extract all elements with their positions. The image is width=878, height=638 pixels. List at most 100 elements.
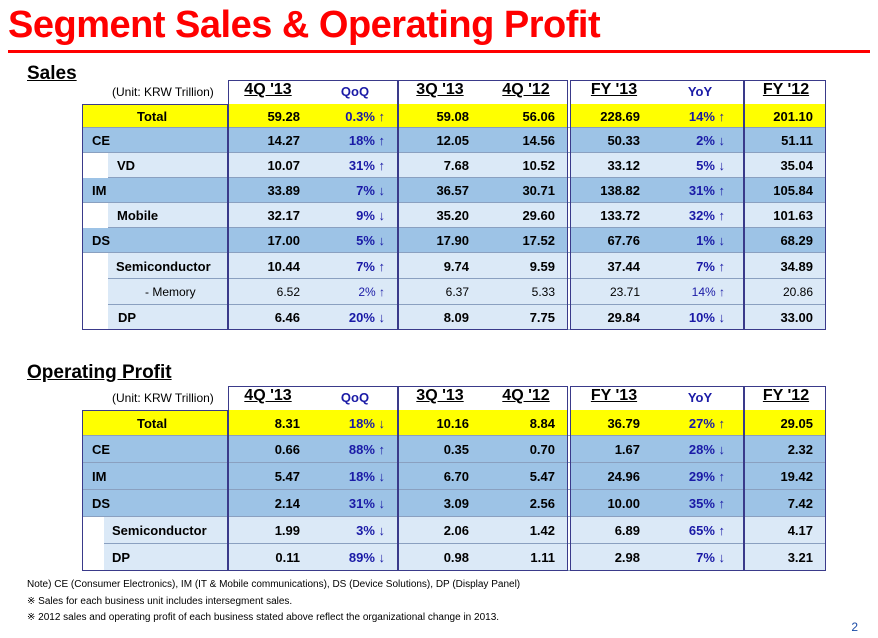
change-cell: 28% ↓: [688, 442, 725, 457]
value-cell: 33.89: [267, 183, 300, 198]
value-cell: 7.68: [443, 158, 469, 173]
change-cell: 35% ↑: [688, 496, 725, 511]
row-value-band: [228, 490, 398, 517]
row-value-band: [570, 279, 744, 305]
change-cell: 20% ↓: [348, 310, 385, 325]
page-number: 2: [851, 620, 858, 634]
value-cell: 201.10: [773, 108, 813, 124]
value-cell: 29.60: [522, 208, 555, 223]
column-group-frame: [744, 80, 826, 330]
row-label: CE: [92, 442, 111, 457]
value-cell: 36.79: [607, 415, 640, 431]
row-label: Total: [137, 415, 168, 431]
row-label: CE: [92, 133, 111, 148]
value-cell: 56.06: [522, 108, 555, 124]
column-header: 4Q '13: [244, 81, 292, 98]
row-label: DS: [92, 233, 111, 248]
row-value-band: [570, 410, 744, 436]
row-value-band: [744, 463, 826, 490]
change-cell: 31% ↓: [348, 496, 385, 511]
value-cell: 19.42: [780, 469, 813, 484]
value-cell: 35.04: [780, 158, 813, 173]
row-value-band: [570, 128, 744, 153]
row-label-band: [108, 279, 228, 305]
row-label: Semiconductor: [112, 523, 207, 538]
row-value-band: [570, 436, 744, 463]
row-value-band: [744, 410, 826, 436]
value-cell: 133.72: [600, 208, 640, 223]
sales-section-title: Sales: [27, 63, 77, 84]
label-column-frame: [82, 104, 228, 330]
column-header: QoQ: [340, 390, 370, 405]
value-cell: 5.33: [531, 284, 555, 299]
row-label: Mobile: [117, 208, 159, 223]
row-value-band: [398, 153, 568, 178]
row-value-band: [228, 544, 398, 571]
row-value-band: [744, 203, 826, 228]
change-cell: 9% ↓: [356, 208, 385, 223]
row-value-band: [228, 279, 398, 305]
row-divider: [82, 202, 826, 203]
page-title: Segment Sales & Operating Profit: [8, 4, 601, 46]
change-cell: 31% ↑: [348, 158, 385, 173]
value-cell: 6.70: [443, 469, 469, 484]
row-value-band: [398, 410, 568, 436]
row-label-band: [104, 544, 228, 571]
value-cell: 17.90: [436, 233, 469, 248]
row-value-band: [570, 517, 744, 544]
value-cell: 0.98: [443, 550, 469, 565]
value-cell: 33.12: [607, 158, 640, 173]
row-label-band: [108, 203, 228, 228]
value-cell: 17.52: [522, 233, 555, 248]
op-section-title: Operating Profit: [27, 362, 172, 383]
change-cell: 27% ↑: [688, 415, 725, 431]
change-cell: 7% ↓: [356, 183, 385, 198]
column-header: YoY: [687, 390, 713, 405]
column-header: YoY: [687, 84, 713, 99]
row-label-band: [108, 253, 228, 279]
column-group-frame: [570, 386, 744, 571]
row-divider: [108, 304, 826, 305]
value-cell: 101.63: [773, 208, 813, 223]
row-value-band: [228, 203, 398, 228]
change-cell: 65% ↑: [688, 523, 725, 538]
change-cell: 7% ↑: [696, 258, 725, 274]
note-line: ※ 2012 sales and operating profit of eac…: [27, 612, 500, 623]
change-cell: 5% ↓: [696, 158, 725, 173]
value-cell: 5.47: [274, 469, 300, 484]
value-cell: 105.84: [773, 183, 813, 198]
row-label-band: [82, 463, 228, 490]
row-label: Total: [137, 108, 168, 124]
value-cell: 17.00: [267, 233, 300, 248]
row-value-band: [398, 463, 568, 490]
row-value-band: [398, 279, 568, 305]
row-label: Semiconductor: [116, 258, 211, 274]
row-label-band: [82, 104, 228, 128]
value-cell: 6.46: [274, 310, 300, 325]
value-cell: 30.71: [522, 183, 555, 198]
value-cell: 228.69: [600, 108, 640, 124]
value-cell: 9.59: [529, 258, 555, 274]
title-underline: [8, 50, 870, 53]
unit-label: (Unit: KRW Trillion): [112, 85, 214, 99]
row-label: IM: [92, 183, 107, 198]
column-header: FY '13: [590, 81, 638, 98]
row-value-band: [228, 153, 398, 178]
row-label: VD: [117, 158, 136, 173]
column-header: 3Q '13: [416, 387, 464, 404]
row-value-band: [398, 305, 568, 330]
row-divider: [82, 489, 826, 490]
column-group-frame: [228, 80, 398, 330]
row-divider: [82, 127, 826, 128]
value-cell: 7.42: [787, 496, 813, 511]
row-value-band: [744, 436, 826, 463]
column-group-frame: [228, 386, 398, 571]
row-label-band: [108, 305, 228, 330]
value-cell: 51.11: [781, 133, 813, 148]
row-value-band: [570, 228, 744, 253]
row-label: DP: [118, 310, 137, 325]
column-group-frame: [570, 80, 744, 330]
change-cell: 7% ↑: [356, 258, 385, 274]
value-cell: 2.32: [787, 442, 813, 457]
value-cell: 20.86: [782, 284, 813, 299]
